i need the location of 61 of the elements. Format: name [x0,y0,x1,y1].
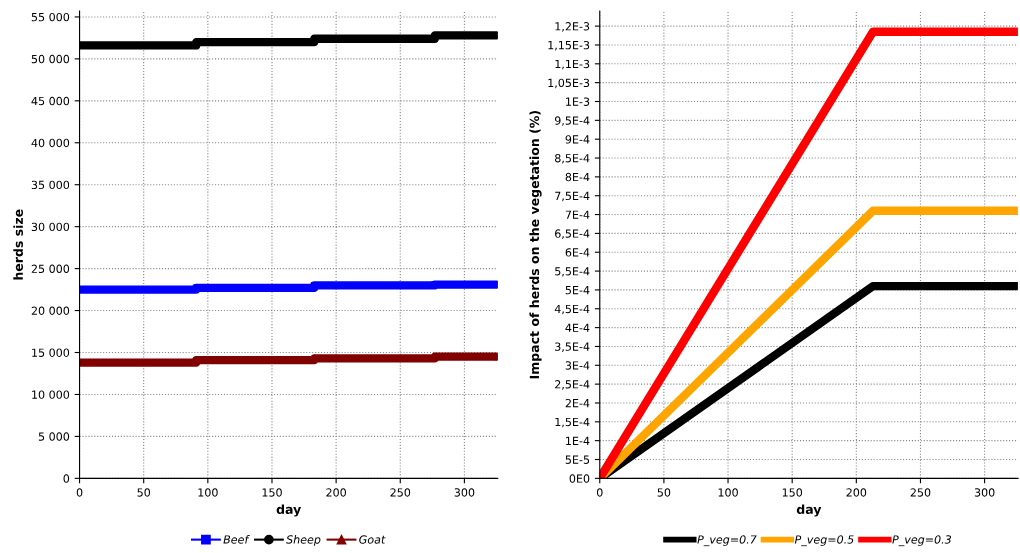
x-tick-label: 300 [454,488,475,497]
y-tick-label: 55 000 [31,12,70,22]
y-tick-label: 6E-4 [565,248,590,257]
y-tick-label: 10 000 [32,390,70,399]
x-tick-label: 250 [910,488,931,497]
x-tick-label: 200 [326,488,346,497]
y-tick-label: 5 000 [38,432,70,441]
y-tick-label: 6,5E-4 [555,229,590,239]
y-tick-label: 1,5E-4 [555,417,590,428]
y-tick-label: 0 [63,474,70,483]
y-tick-label: 3E-4 [565,361,590,370]
y-tick-label: 5,5E-4 [555,267,590,277]
y-tick-label: 5E-5 [565,455,590,464]
y-tick-label: 2,5E-4 [555,380,590,390]
x-tick-label: 300 [974,488,995,497]
y-tick-label: 4E-4 [565,323,590,332]
x-tick-label: 150 [782,488,803,497]
legend-label: Sheep [286,535,321,546]
x-tick-label: 200 [846,488,867,497]
x-tick-label: 0 [76,488,83,497]
y-tick-label: 50 000 [31,54,70,64]
y-tick-label: 0E0 [569,474,590,483]
y-axis-title: Impact of herds on the vegetation (%) [529,111,542,379]
y-tick-label: 2E-4 [565,398,590,408]
y-tick-label: 35 000 [31,180,70,190]
x-tick-label: 250 [390,488,411,497]
y-tick-label: 1,05E-3 [548,78,590,89]
y-tick-label: 9,5E-4 [554,116,590,126]
x-tick-label: 0 [596,488,603,497]
y-axis-title: herds size [13,209,23,280]
y-tick-label: 15 000 [32,348,70,357]
x-tick-label: 50 [657,488,671,497]
y-tick-label: 1E-4 [566,436,590,445]
x-tick-label: 150 [262,488,282,497]
y-tick-label: 7E-4 [565,210,590,219]
y-tick-label: 3,5E-4 [555,342,590,352]
legend-label: Beef [223,535,250,544]
y-tick-label: 1,1E-3 [555,59,590,70]
y-tick-label: 20 000 [31,306,70,315]
x-tick-label: 50 [137,488,151,497]
x-tick-label: 100 [198,488,218,497]
y-tick-label: 5E-4 [565,286,590,295]
y-tick-label: 9E-4 [565,135,590,144]
y-tick-label: 1,15E-3 [548,40,590,51]
y-tick-label: 7,5E-4 [555,191,590,202]
y-tick-label: 1E-3 [566,97,590,106]
y-tick-label: 25 000 [31,264,70,273]
legend-label: P_veg=0.3 [892,535,952,547]
y-tick-label: 8E-4 [565,172,590,182]
legend-label: P_veg=0.5 [794,535,854,547]
y-tick-label: 45 000 [31,96,70,106]
y-tick-label: 30 000 [31,222,70,232]
legend-label: P_veg=0.7 [697,535,757,547]
x-axis-title: day [796,504,822,517]
legend-label: Goat [359,535,386,544]
y-tick-label: 1,2E-3 [555,22,590,32]
y-tick-label: 40 000 [31,138,70,148]
x-tick-label: 100 [718,488,738,497]
y-tick-label: 8,5E-4 [555,154,590,164]
x-axis-title: day [276,504,301,517]
y-tick-label: 4,5E-4 [554,304,590,315]
